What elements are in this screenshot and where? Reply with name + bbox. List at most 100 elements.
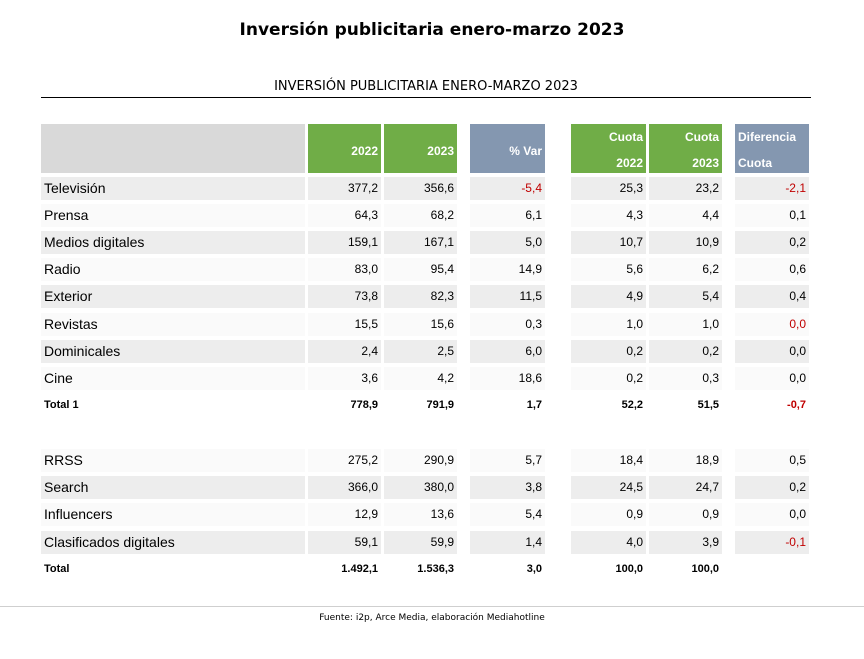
row-label: Clasificados digitales [41,531,305,554]
cell-c2023: 24,7 [649,476,722,499]
cell-var: 1,4 [470,531,545,554]
header-2023: 2023 [384,124,457,173]
cell-y2023: 59,9 [384,531,457,554]
cell-c2023: 0,3 [649,367,722,390]
cell-diff: 0,6 [735,258,809,281]
cell-y2022: 73,8 [308,285,381,308]
cell-diff: 0,5 [735,449,809,472]
cell-c2023: 4,4 [649,204,722,227]
cell-c2022: 4,9 [571,285,646,308]
cell-diff: 0,0 [735,340,809,363]
cell-c2023: 18,9 [649,449,722,472]
header-label-cell [41,124,305,173]
cell-diff: 0,1 [735,204,809,227]
cell-c2022: 18,4 [571,449,646,472]
cell-diff: 0,2 [735,476,809,499]
cell-c2022: 4,0 [571,531,646,554]
row-label: Prensa [41,204,305,227]
cell-diff: 0,0 [735,313,809,336]
cell-c2023: 23,2 [649,177,722,200]
cell-y2022: 15,5 [308,313,381,336]
cell-c2022: 0,9 [571,503,646,526]
cell-y2023: 15,6 [384,313,457,336]
cell-y2023: 380,0 [384,476,457,499]
cell-c2022: 4,3 [571,204,646,227]
cell-diff: 0,0 [735,503,809,526]
row-label: Revistas [41,313,305,336]
cell-c2022: 24,5 [571,476,646,499]
row-label: Search [41,476,305,499]
header-cuota-2023: Cuota 2023 [649,124,722,173]
cell-y2022: 366,0 [308,476,381,499]
cell-var: 11,5 [470,285,545,308]
row-label: Influencers [41,503,305,526]
cell-c2023: 1,0 [649,313,722,336]
table-subtitle: INVERSIÓN PUBLICITARIA ENERO-MARZO 2023 [274,79,578,94]
cell-c2022: 0,2 [571,340,646,363]
row-label: Televisión [41,177,305,200]
cell-y2022: 83,0 [308,258,381,281]
cell-c2023: 5,4 [649,285,722,308]
row-label: Medios digitales [41,231,305,254]
row-label: Dominicales [41,340,305,363]
cell-y2022: 778,9 [350,399,378,411]
cell-y2022: 3,6 [308,367,381,390]
cell-y2023: 4,2 [384,367,457,390]
cell-c2023: 6,2 [649,258,722,281]
header-diff-line2: Cuota [738,156,772,170]
cell-var: 6,1 [470,204,545,227]
cell-var: 6,0 [470,340,545,363]
bottom-divider [0,606,864,607]
cell-diff: -2,1 [735,177,809,200]
cell-c2022: 52,2 [621,399,643,411]
cell-c2022: 25,3 [571,177,646,200]
source-note: Fuente: i2p, Arce Media, elaboración Med… [319,613,545,623]
cell-c2022: 5,6 [571,258,646,281]
cell-y2022: 275,2 [308,449,381,472]
cell-var: 5,4 [470,503,545,526]
header-diff: Diferencia Cuota [735,124,809,173]
cell-c2023: 100,0 [691,563,719,575]
header-var: % Var [470,124,545,173]
cell-c2023: 3,9 [649,531,722,554]
cell-c2022: 1,0 [571,313,646,336]
cell-diff: 0,2 [735,231,809,254]
cell-y2023: 167,1 [384,231,457,254]
page-title: Inversión publicitaria enero-marzo 2023 [239,20,625,40]
cell-diff: 0,0 [735,367,809,390]
cell-var: 1,7 [526,399,542,411]
cell-y2023: 68,2 [384,204,457,227]
cell-c2023: 10,9 [649,231,722,254]
row-label: Cine [41,367,305,390]
cell-var: 18,6 [470,367,545,390]
cell-y2022: 159,1 [308,231,381,254]
row-label: Total [44,563,70,575]
cell-y2022: 12,9 [308,503,381,526]
cell-y2023: 791,9 [426,399,454,411]
cell-y2023: 2,5 [384,340,457,363]
cell-c2022: 100,0 [615,563,643,575]
cell-y2022: 2,4 [308,340,381,363]
header-2023-label: 2023 [427,144,454,158]
cell-y2023: 82,3 [384,285,457,308]
cell-c2022: 0,2 [571,367,646,390]
cell-y2022: 59,1 [308,531,381,554]
header-cuota-2022: Cuota 2022 [571,124,646,173]
header-2022: 2022 [308,124,381,173]
cell-y2023: 356,6 [384,177,457,200]
row-label: Radio [41,258,305,281]
cell-c2023: 51,5 [697,399,719,411]
cell-y2023: 1.536,3 [417,563,454,575]
cell-diff: -0,7 [787,399,806,411]
header-cuota-2023-line1: Cuota [685,130,719,144]
cell-y2022: 377,2 [308,177,381,200]
cell-var: 0,3 [470,313,545,336]
header-var-label: % Var [509,144,542,158]
cell-y2022: 1.492,1 [341,563,378,575]
cell-var: 5,7 [470,449,545,472]
cell-var: 3,0 [526,563,542,575]
cell-c2023: 0,9 [649,503,722,526]
row-label: Total 1 [44,399,79,411]
cell-c2023: 0,2 [649,340,722,363]
cell-y2022: 64,3 [308,204,381,227]
